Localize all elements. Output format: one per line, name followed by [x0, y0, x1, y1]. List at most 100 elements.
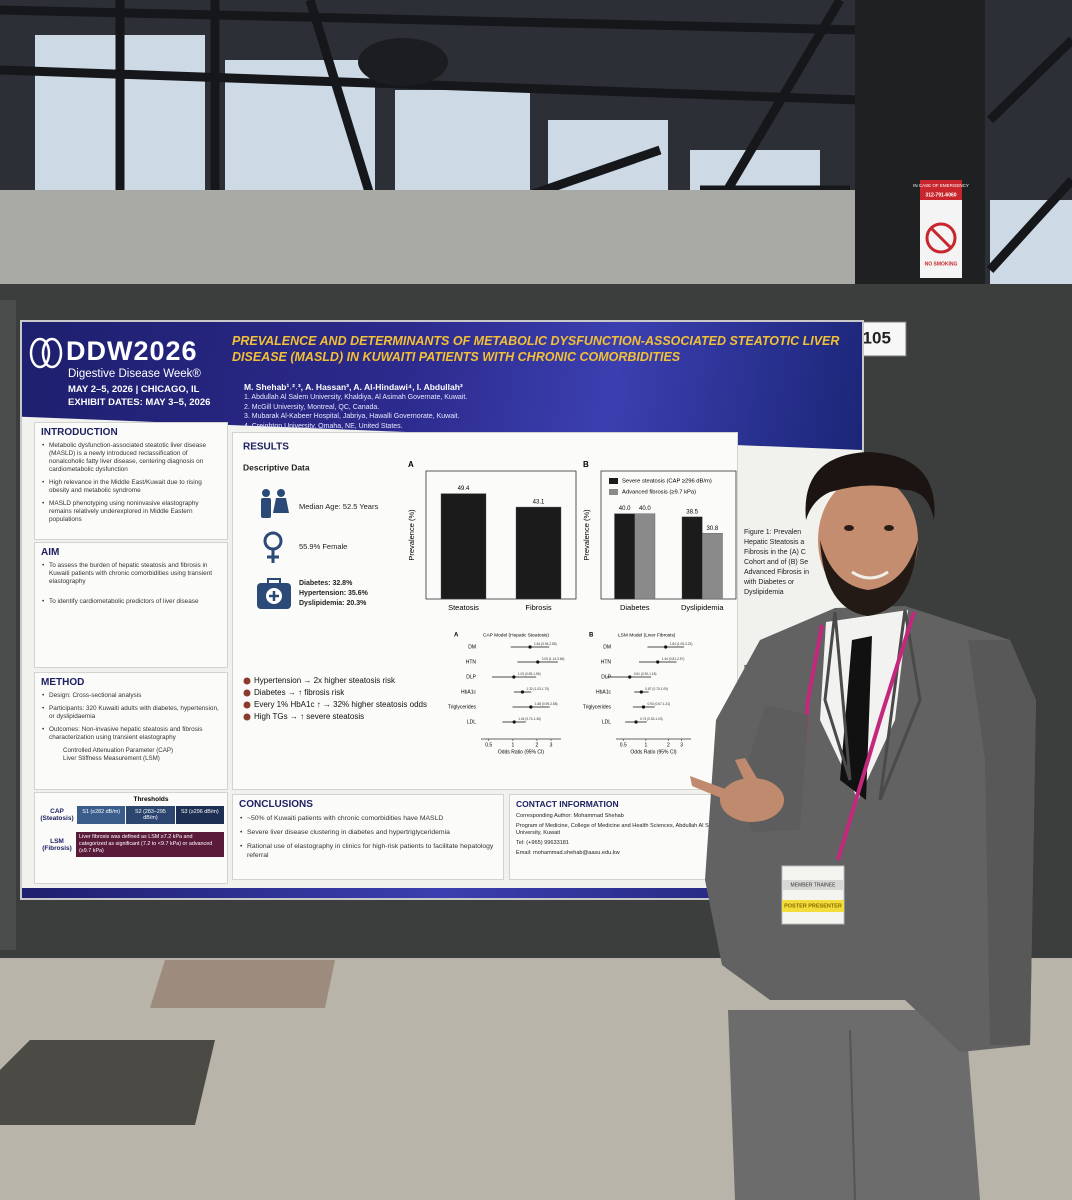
legend-swatch	[609, 489, 618, 495]
logo-brand: DDW2026	[66, 336, 198, 366]
comorbidity: Dyslipidemia: 20.3%	[299, 600, 367, 607]
bullet: Rational use of elastography in clinics …	[240, 842, 497, 860]
wall	[0, 190, 860, 290]
section-heading: INTRODUCTION	[41, 427, 118, 438]
row-label: LDL	[602, 719, 611, 725]
panel-label: B	[589, 633, 594, 639]
caption-line: with Diabetes or	[744, 579, 795, 586]
row-label: HbA1c	[596, 689, 612, 695]
sign-band	[920, 180, 962, 200]
finding-icon	[243, 713, 251, 721]
female-share: 55.9% Female	[299, 542, 347, 551]
x-tick-label: 2	[667, 742, 670, 748]
contact-program: Program of Medicine, College of Medicine…	[516, 823, 721, 836]
section-heading: METHOD	[41, 677, 85, 688]
x-tick-label: 2	[536, 742, 539, 748]
aim: AIM To assess the burden of hepatic stea…	[34, 542, 228, 668]
x-axis-label: Odds Ratio (95% CI)	[498, 749, 544, 755]
bar	[702, 533, 723, 600]
bullet-list: Design: Cross-sectional analysis Particip…	[41, 692, 221, 742]
poster-footer	[22, 888, 862, 898]
sub-bullet: Liver Stiffness Measurement (LSM)	[63, 755, 160, 762]
value-label: 49.4	[458, 486, 470, 492]
caption-line: Advanced Fibrosis in	[744, 569, 809, 576]
section-heading: CONTACT INFORMATION	[516, 799, 619, 809]
or-text: 1.64 (0.94-2.85)	[534, 642, 557, 646]
row-label: HTN	[601, 659, 612, 665]
section-heading: CONCLUSIONS	[239, 799, 313, 810]
caption-line: assoc	[744, 685, 763, 692]
y-axis-label: Prevalence (%)	[582, 509, 591, 561]
results: RESULTS Descriptive Data Median Age: 52.…	[232, 432, 738, 790]
bar-chart: A Prevalence (%) Steatosis 49.4 Fibrosis 43.1	[407, 460, 577, 612]
bullet: Severe liver disease clustering in diabe…	[240, 828, 497, 837]
cap-label: CAP (Steatosis)	[40, 808, 74, 822]
x-tick-label: 0.5	[620, 742, 627, 748]
bullet: High relevance in the Middle East/Kuwait…	[42, 479, 221, 495]
bullet: To identify cardiometabolic predictors o…	[42, 598, 221, 606]
row-label: DM	[603, 644, 611, 650]
x-tick-label: Steatosis	[448, 603, 479, 612]
bullet: ~50% of Kuwaiti patients with chronic co…	[240, 814, 497, 823]
sub-bullet: Controlled Attenuation Parameter (CAP)	[63, 747, 174, 754]
finding: Diabetes → ↑ fibrosis risk	[254, 688, 345, 697]
row-label: DLP	[466, 674, 476, 680]
cap-cell: S3 (≥296 dB/m)	[175, 806, 224, 824]
x-tick-label: 3	[550, 742, 553, 748]
or-text: 1.03 (0.55-1.96)	[518, 672, 541, 676]
or-text: 0.93 (0.67-1.31)	[647, 702, 670, 706]
or-text: 1.68 (0.99-2.88)	[535, 702, 558, 706]
method: METHOD Design: Cross-sectional analysis P…	[34, 672, 228, 790]
y-axis-label: Prevalence (%)	[407, 509, 416, 561]
board-edge	[0, 300, 16, 950]
row-label: HTN	[466, 659, 477, 665]
logo-name: Digestive Disease Week®	[68, 368, 201, 380]
logo-exhibit: EXHIBIT DATES: MAY 3–5, 2026	[68, 397, 211, 408]
row-label: Triglycerides	[583, 704, 612, 710]
bullet-list: To assess the burden of hepatic steatosi…	[41, 562, 221, 606]
booth-number: 2105	[853, 328, 891, 347]
figure1-caption: Figure 1: Prevalen Hepatic Steatosis a Fib…	[744, 528, 809, 598]
bullet-list: Metabolic dysfunction-associated steatot…	[41, 442, 221, 524]
row-label: LDL	[467, 719, 476, 725]
figure2-caption: Figure confi assoc and la eleva para stiff	[744, 664, 764, 734]
or-point	[628, 675, 632, 679]
bar	[614, 513, 635, 600]
sign-text: NO SMOKING	[925, 261, 958, 267]
or-point	[656, 660, 660, 664]
bar	[681, 516, 703, 600]
or-text: 0.87 (0.70-1.09)	[645, 687, 668, 691]
finding: Hypertension → 2x higher steatosis risk	[254, 676, 396, 685]
bullet: Metabolic dysfunction-associated steatot…	[42, 442, 221, 474]
or-point	[536, 660, 540, 664]
bar	[634, 513, 656, 600]
poster-authors: M. Shehab¹˒²˒³, A. Hassan³, A. Al-Hindaw…	[244, 382, 463, 392]
descriptive-heading: Descriptive Data	[243, 462, 310, 472]
x-tick-label: 1	[644, 742, 647, 748]
row-label: DLP	[601, 674, 611, 680]
or-point	[512, 720, 516, 724]
poster: DDW2026 Digestive Disease Week® MAY 2–5,…	[22, 322, 862, 898]
conclusions: CONCLUSIONS ~50% of Kuwaiti patients wit…	[232, 794, 504, 880]
or-point	[520, 690, 525, 694]
lsm-cell: Liver fibrosis was defined as LSM ≥7.2 k…	[76, 832, 224, 857]
x-tick-label: Diabetes	[620, 603, 650, 612]
no-smoking-icon	[929, 226, 953, 250]
sign-text: 312-791-6060	[925, 192, 956, 198]
or-text: 1.32 (1.03-1.70)	[526, 687, 549, 691]
or-text: 1.04 (0.74-1.45)	[518, 717, 541, 721]
sign-text: IN CASE OF EMERGENCY	[913, 183, 969, 188]
cap-cells: S1 (≤282 dB/m) S2 (283–295 dB/m) S3 (≥296 …	[76, 806, 224, 824]
bar	[515, 506, 562, 600]
caption-line: para	[744, 715, 759, 722]
or-point	[529, 705, 533, 709]
thresholds-heading: Thresholds	[133, 796, 169, 803]
value-label: 43.1	[533, 500, 545, 506]
value-label: 30.8	[707, 526, 719, 532]
bullet-list: ~50% of Kuwaiti patients with chronic co…	[239, 814, 497, 860]
x-axis-label: Odds Ratio (95% CI)	[630, 749, 676, 755]
bar-chart: B Prevalence (%) Diabetes 40.0 40.0 Dyslipide…	[582, 460, 737, 612]
or-text: 0.61 (0.30-1.18)	[634, 672, 657, 676]
or-text: 1.84 (1.05-3.23)	[670, 642, 693, 646]
forest-plot: B LSM Model (Liver Fibrosis) 0.5 1 2 3 Odds Ra…	[583, 632, 693, 755]
